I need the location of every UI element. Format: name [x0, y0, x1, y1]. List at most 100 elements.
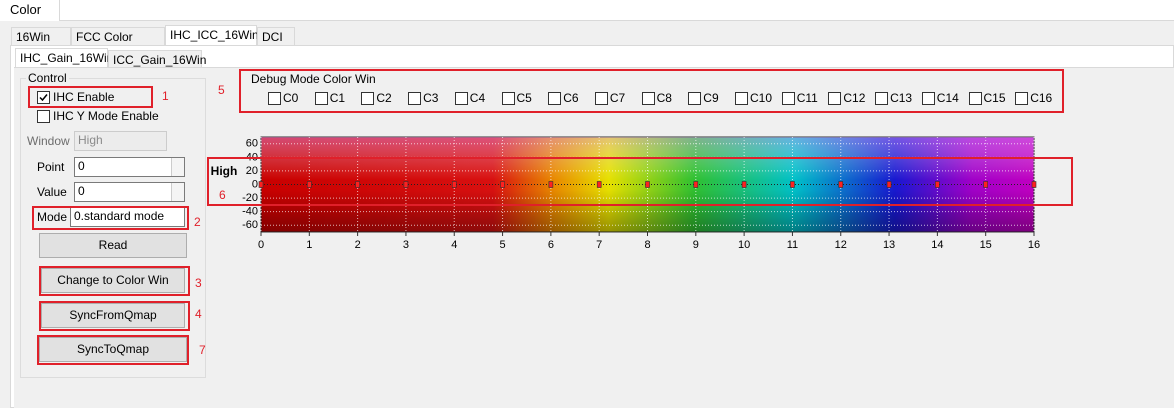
spin-buttons[interactable] — [171, 158, 184, 176]
checkbox[interactable] — [268, 92, 281, 105]
tab[interactable]: IHC_ICC_16Win — [165, 25, 259, 45]
point-marker — [355, 181, 360, 188]
field-label: Mode — [37, 210, 68, 224]
point-marker — [693, 181, 699, 188]
check-mark — [39, 94, 48, 102]
x-tick-label: 0 — [258, 239, 264, 251]
y-tick-label: -20 — [242, 192, 258, 204]
checkbox[interactable] — [594, 92, 608, 105]
checkbox[interactable] — [37, 110, 50, 123]
annotation-number: 5 — [218, 83, 225, 97]
checkbox-label: C16 — [1030, 91, 1053, 105]
x-tick-label: 6 — [548, 239, 554, 251]
checkbox[interactable] — [314, 92, 328, 105]
annotation-number: 6 — [219, 188, 226, 202]
group-title: Control — [26, 71, 69, 85]
point-marker — [451, 181, 457, 188]
checkbox[interactable] — [828, 92, 842, 105]
x-tick-label: 1 — [306, 239, 312, 251]
checkbox-label: C15 — [983, 91, 1006, 105]
button[interactable]: Change to Color Win — [41, 268, 185, 293]
checkbox-label: IHC Y Mode Enable — [53, 109, 159, 123]
checkbox[interactable] — [501, 92, 515, 105]
x-tick-label: 12 — [835, 239, 847, 251]
checkbox[interactable] — [454, 92, 468, 105]
highlight-box — [32, 206, 189, 230]
spin-input[interactable]: 0 — [74, 182, 185, 202]
checkbox[interactable] — [1015, 92, 1029, 105]
annotation-number: 3 — [195, 276, 202, 290]
x-tick-label: 5 — [500, 239, 506, 251]
point-marker — [548, 181, 554, 188]
checkbox-label: C1 — [329, 91, 346, 105]
point-marker — [645, 181, 650, 188]
field-label: Point — [37, 160, 65, 174]
checkbox-label: C7 — [609, 91, 626, 105]
checkbox-label: C14 — [936, 91, 959, 105]
sub-panel — [14, 67, 1174, 408]
x-tick-label: 8 — [644, 239, 650, 251]
checkbox[interactable] — [641, 92, 655, 105]
checkbox[interactable] — [408, 92, 422, 105]
x-tick-label: 14 — [931, 239, 943, 251]
x-tick-label: 11 — [787, 239, 798, 251]
x-tick-label: 10 — [738, 239, 750, 251]
spin-buttons[interactable] — [171, 183, 184, 201]
sub-tab[interactable]: ICC_Gain_16Win — [108, 50, 206, 68]
combo[interactable]: 0.standard mode — [70, 207, 185, 227]
combo-disabled: High — [74, 131, 167, 151]
spin-input[interactable]: 0 — [74, 157, 185, 177]
checkbox-label: C10 — [750, 91, 773, 105]
group-title: Debug Mode Color Win — [251, 72, 376, 86]
control-group — [20, 78, 206, 378]
x-tick-label: 9 — [693, 239, 699, 251]
button[interactable]: SyncFromQmap — [41, 303, 185, 328]
checkbox-label: C0 — [283, 91, 299, 105]
checkbox[interactable] — [361, 92, 375, 105]
point-marker — [935, 181, 940, 188]
field-label: Window — [27, 134, 70, 148]
checkbox[interactable] — [875, 92, 889, 105]
highlight-box — [28, 86, 153, 108]
checkbox[interactable] — [548, 92, 562, 105]
point-marker — [258, 181, 264, 188]
point-marker — [307, 181, 312, 188]
x-tick-label: 13 — [883, 239, 895, 251]
checkbox[interactable] — [688, 92, 702, 105]
checkbox-label: C11 — [796, 91, 818, 105]
point-marker — [983, 181, 988, 188]
point-marker — [1031, 181, 1037, 188]
checkbox[interactable] — [921, 92, 935, 105]
annotation-number: 4 — [195, 307, 202, 321]
highlight-box — [39, 301, 190, 331]
x-tick-label: 3 — [403, 239, 409, 251]
y-axis-label: High — [211, 164, 238, 178]
window-tab[interactable]: Color — [0, 0, 60, 21]
x-tick-label: 15 — [980, 239, 992, 251]
checkbox[interactable] — [781, 92, 795, 105]
checkbox-label: C13 — [890, 91, 913, 105]
point-marker — [838, 181, 844, 188]
x-tick-label: 16 — [1028, 239, 1040, 251]
button[interactable]: SyncToQmap — [39, 337, 187, 362]
y-tick-label: 0 — [252, 178, 258, 190]
checkbox[interactable] — [37, 91, 50, 104]
checkbox-label: C5 — [516, 91, 532, 105]
checkbox[interactable] — [735, 92, 748, 105]
sub-tab[interactable]: IHC_Gain_16Win — [15, 48, 113, 68]
point-marker — [886, 181, 892, 188]
y-tick-label: -60 — [242, 219, 258, 231]
highlight-box — [207, 157, 1073, 206]
highlight-box — [37, 335, 189, 365]
y-tick-label: 60 — [246, 138, 258, 150]
y-tick-label: -40 — [242, 206, 258, 218]
checkbox[interactable] — [968, 92, 982, 105]
annotation-number: 2 — [194, 215, 201, 229]
tab[interactable]: DCI — [257, 27, 295, 45]
button[interactable]: Read — [39, 233, 187, 258]
point-marker — [403, 181, 409, 188]
check-stroke — [39, 94, 48, 102]
checkbox-label: IHC Enable — [53, 90, 115, 104]
